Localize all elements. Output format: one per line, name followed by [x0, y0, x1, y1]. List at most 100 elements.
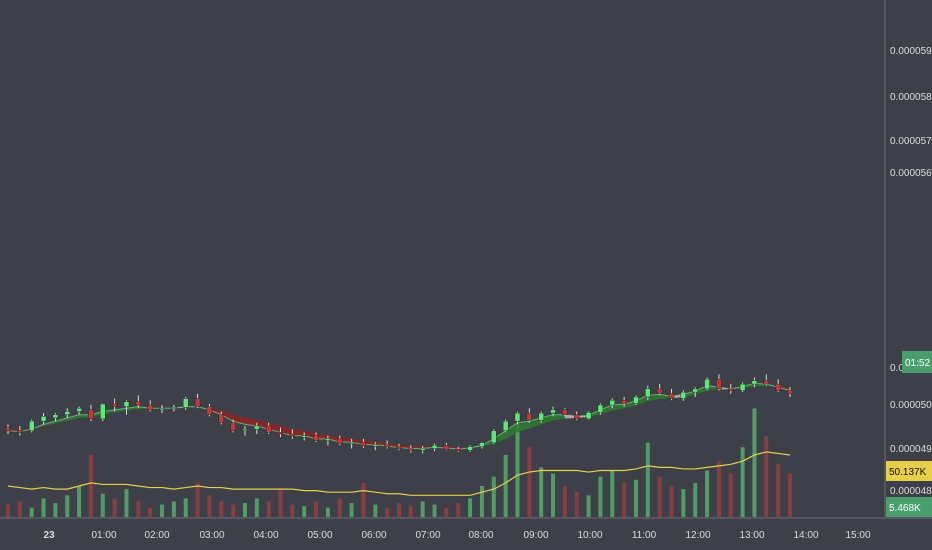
candle-body [277, 432, 284, 435]
ribbon-segment [339, 437, 352, 443]
ribbon-segment [612, 404, 625, 411]
volume-bar [6, 504, 10, 517]
candle-body [313, 435, 319, 441]
volume-bar [527, 447, 532, 517]
candle-body [254, 425, 260, 430]
volume-bar [373, 504, 378, 517]
candle-body [372, 444, 379, 447]
ribbon-segment [363, 440, 376, 445]
candle-body [491, 430, 497, 443]
ribbon-segment [114, 408, 127, 413]
candle-body [325, 438, 331, 441]
ribbon-segment [564, 414, 577, 419]
candle-body [265, 425, 272, 433]
ribbon-segment [79, 414, 91, 418]
ribbon-segment [600, 405, 613, 415]
candle-body [502, 420, 509, 432]
candle-body [5, 427, 11, 432]
time-axis-label: 12:00 [685, 530, 710, 541]
volume-bar [207, 495, 212, 517]
candle-body [384, 444, 390, 448]
volume-bar [610, 470, 615, 517]
ribbon-segment [221, 410, 234, 422]
candle-body [479, 442, 485, 447]
volume-ma-path [7, 451, 791, 496]
volume-bar [764, 436, 769, 517]
volume-tag [886, 497, 932, 517]
volume-bar [539, 467, 544, 517]
candle-body [230, 422, 236, 432]
ribbon-segment [327, 435, 340, 443]
time-axis-labels: 23 01:00 02:00 03:00 04:00 05:00 06:00 07:00 08:… [43, 530, 871, 541]
candle-body [419, 448, 426, 451]
candle-body [337, 438, 343, 444]
time-axis-label: 04:00 [253, 530, 278, 541]
candle-body [135, 401, 142, 406]
candles [5, 374, 793, 454]
volume-bar [112, 498, 117, 517]
volume-bar [219, 501, 224, 517]
ribbon-segment [635, 395, 648, 406]
candle-body [443, 445, 450, 450]
volume-bar [17, 501, 22, 517]
volume-bar [622, 482, 627, 517]
time-axis-label: 11:00 [632, 530, 657, 541]
time-axis-label: 09:00 [523, 530, 548, 541]
ribbon-segment [683, 391, 696, 397]
volume-bar [397, 503, 401, 517]
volume-bar [266, 501, 271, 517]
ribbon-segment [90, 411, 103, 417]
candle-body [100, 403, 106, 420]
volume-tag-label: 5.468K [889, 503, 921, 514]
time-axis-label: 14:00 [793, 530, 818, 541]
candle-body [289, 433, 296, 437]
volume-bar [183, 498, 188, 517]
candle-body [787, 390, 793, 394]
candle-body [467, 446, 473, 451]
volume-bar [254, 498, 259, 517]
volume-bar [77, 486, 82, 517]
candle-body [348, 441, 355, 444]
volume-bar [65, 495, 70, 517]
volume-ma-line [7, 451, 791, 496]
ribbon-segment [256, 420, 269, 430]
volume-bars [6, 408, 792, 517]
volume-bar [740, 447, 745, 517]
candle-body [585, 412, 592, 420]
countdown-tag [902, 351, 932, 373]
volume-bar [716, 461, 721, 517]
volume-bar [645, 442, 650, 517]
time-axis-label: 01:00 [91, 530, 116, 541]
time-axis-label: 10:00 [577, 530, 602, 541]
candle-body [716, 379, 722, 390]
candle-body [645, 388, 651, 398]
volume-bar [633, 479, 638, 517]
candle-body [28, 420, 35, 432]
candle-body [704, 379, 710, 390]
countdown-label: 01:52 [905, 358, 930, 369]
volume-bar [503, 455, 508, 517]
volume-bar [776, 464, 781, 517]
ribbon-segment [505, 422, 518, 439]
volume-bar [456, 503, 461, 517]
volume-bar [551, 473, 556, 517]
volume-bar [278, 489, 283, 517]
volume-bar [681, 489, 686, 517]
candle-body [597, 404, 604, 413]
candle-body [76, 408, 82, 412]
ribbon-segment [375, 442, 388, 446]
candle-body [301, 435, 307, 438]
candle-body [88, 409, 94, 420]
volume-bar [515, 424, 520, 517]
ribbon-segment [624, 400, 636, 409]
volume-bar [160, 504, 165, 517]
volume-bar [171, 501, 176, 517]
time-axis-label: 13:00 [739, 530, 764, 541]
candle-body [728, 388, 734, 391]
volume-bar [314, 501, 319, 517]
volume-bar [752, 408, 757, 517]
volume-bar [408, 506, 413, 517]
